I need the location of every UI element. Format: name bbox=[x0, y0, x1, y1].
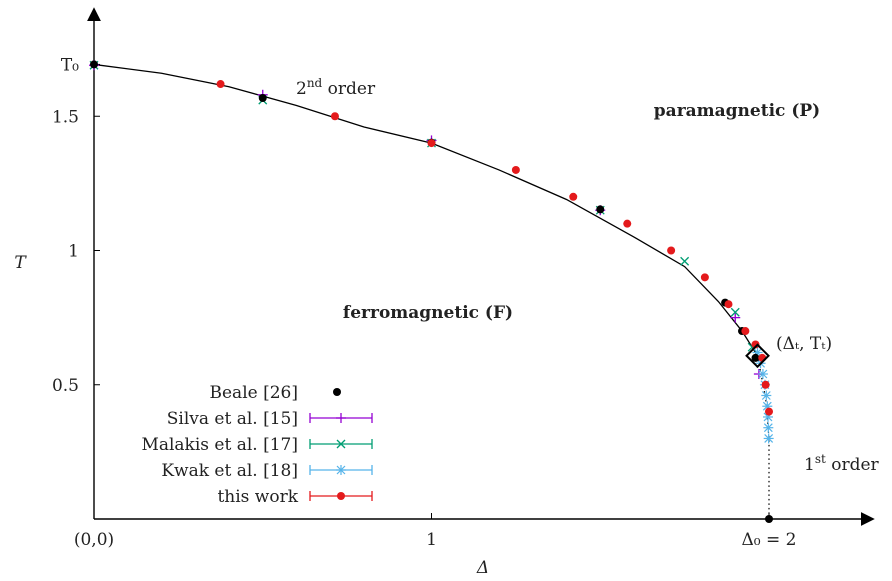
legend-marker-4 bbox=[337, 492, 345, 500]
tricritical-marker bbox=[745, 343, 770, 369]
first-order-word: order bbox=[826, 455, 880, 475]
series-4-point-8 bbox=[724, 300, 733, 309]
second-order-base: 2 bbox=[296, 79, 307, 99]
legend-label-1: Silva et al. [15] bbox=[167, 409, 298, 429]
series-4-point-9 bbox=[741, 327, 750, 336]
data-points bbox=[89, 60, 774, 523]
series-3-point-4 bbox=[761, 390, 772, 401]
first-order-label: 1st order bbox=[804, 452, 880, 475]
series-4-point-3 bbox=[511, 165, 520, 174]
y-axis-title: T bbox=[14, 253, 27, 273]
second-order-word: order bbox=[322, 79, 376, 99]
second-order-label: 2nd order bbox=[296, 76, 376, 99]
legend-marker-1 bbox=[336, 413, 346, 423]
legend-label-2: Malakis et al. [17] bbox=[141, 435, 298, 455]
axis-ticks: (0,0) 1 Δ₀ = 2 0.5 1 1.5 T₀ bbox=[52, 55, 797, 550]
legend-marker-2 bbox=[336, 439, 346, 449]
series-4-point-4 bbox=[569, 192, 578, 201]
series-0-point-0 bbox=[90, 60, 98, 69]
x-tick-label-0: (0,0) bbox=[74, 530, 114, 550]
tricritical-label: (Δₜ, Tₜ) bbox=[776, 334, 832, 354]
series-0-point-6 bbox=[751, 353, 760, 362]
legend-label-3: Kwak et al. [18] bbox=[161, 461, 298, 481]
series-4-point-7 bbox=[700, 273, 709, 282]
paramagnetic-label: paramagnetic (P) bbox=[654, 101, 820, 121]
series-4-point-1 bbox=[330, 112, 339, 121]
y-tick-label-2: 1.5 bbox=[52, 107, 79, 127]
y-tick-label-1: 1 bbox=[68, 242, 79, 262]
series-4-point-10 bbox=[751, 340, 760, 349]
series-1-point-4 bbox=[730, 312, 741, 323]
series-0-point-3 bbox=[596, 205, 605, 214]
series-4-point-5 bbox=[623, 219, 632, 228]
series-4-point-2 bbox=[427, 139, 436, 148]
legend-label-4: this work bbox=[217, 487, 298, 507]
legend-marker-0 bbox=[333, 388, 341, 396]
x-tick-label-2: Δ₀ = 2 bbox=[742, 530, 797, 550]
second-order-sup: nd bbox=[307, 76, 323, 90]
series-2-point-5 bbox=[730, 307, 740, 317]
x-axis-title: Δ bbox=[476, 558, 489, 578]
series-3-point-2 bbox=[757, 369, 768, 380]
x-tick-label-1: 1 bbox=[426, 530, 437, 550]
series-0-point-7 bbox=[765, 515, 773, 523]
series-3-point-7 bbox=[763, 422, 774, 433]
series-3-point-8 bbox=[763, 433, 774, 444]
series-2-point-4 bbox=[680, 256, 690, 266]
series-4-point-6 bbox=[667, 246, 676, 255]
series-4-point-13 bbox=[765, 407, 773, 416]
series-0-point-1 bbox=[258, 93, 267, 102]
legend: Beale [26] Silva et al. [15] Malakis et al… bbox=[141, 383, 373, 507]
legend-label-0: Beale [26] bbox=[210, 383, 299, 403]
second-order-line bbox=[93, 63, 759, 357]
y-tick-label-0: 0.5 bbox=[52, 376, 79, 396]
series-4-point-0 bbox=[216, 80, 225, 89]
ferromagnetic-label: ferromagnetic (F) bbox=[343, 303, 513, 323]
first-order-sup: st bbox=[815, 452, 826, 466]
y-tick-label-3: T₀ bbox=[61, 55, 79, 75]
series-4-point-12 bbox=[761, 380, 770, 389]
legend-marker-3 bbox=[336, 465, 346, 475]
first-order-base: 1 bbox=[804, 455, 815, 475]
